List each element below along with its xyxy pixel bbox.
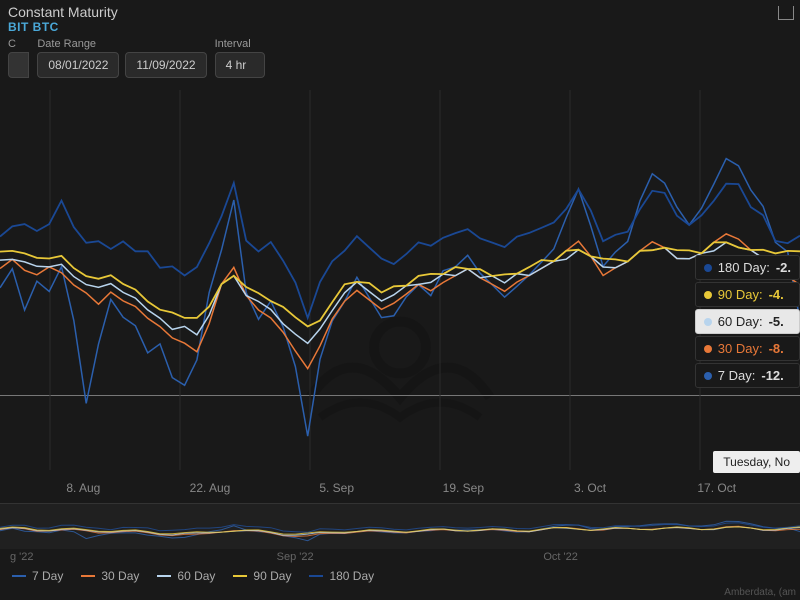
mini-x-tick: Sep '22 <box>267 551 534 563</box>
chart-header: Constant Maturity BIT BTC <box>0 0 800 38</box>
tooltip-row: 90 Day: -4. <box>695 282 800 307</box>
tooltip-value: -4. <box>769 287 784 302</box>
tooltip-row: 180 Day: -2. <box>695 255 800 280</box>
tooltip-label: 60 Day: <box>718 314 763 329</box>
mini-x-tick: g '22 <box>0 551 267 563</box>
chart-title: Constant Maturity <box>8 4 792 20</box>
mini-x-tick: Oct '22 <box>533 551 800 563</box>
x-tick: 17. Oct <box>653 481 780 495</box>
mini-x-labels: g '22Sep '22Oct '22 <box>0 551 800 563</box>
x-tick: 8. Aug <box>20 481 147 495</box>
date-to-input[interactable]: 11/09/2022 <box>125 52 206 78</box>
tooltip-label: 90 Day: <box>718 287 763 302</box>
main-chart-svg <box>0 90 800 470</box>
x-tick: 19. Sep <box>400 481 527 495</box>
tooltip-value: -2. <box>776 260 791 275</box>
mini-chart-area[interactable]: g '22Sep '22Oct '22 <box>0 503 800 563</box>
c-label: C <box>8 38 29 50</box>
legend-label: 180 Day <box>329 569 374 583</box>
legend-item[interactable]: 180 Day <box>309 569 374 583</box>
date-tooltip: Tuesday, No <box>713 451 800 473</box>
interval-control: Interval 4 hr <box>215 38 265 78</box>
mini-chart-svg <box>0 504 800 549</box>
legend-label: 7 Day <box>32 569 63 583</box>
legend-swatch-icon <box>81 575 95 577</box>
date-from-input[interactable]: 08/01/2022 <box>37 52 119 78</box>
tooltip-dot-icon <box>704 264 712 272</box>
tooltip-dot-icon <box>704 291 712 299</box>
tooltip-label: 30 Day: <box>718 341 763 356</box>
date-range-label: Date Range <box>37 38 206 50</box>
tooltip-row: 30 Day: -8. <box>695 336 800 361</box>
attribution: Amberdata, (am <box>724 587 796 598</box>
main-chart-area[interactable]: 8. Aug22. Aug5. Sep19. Sep3. Oct17. Oct … <box>0 90 800 495</box>
controls-bar: C Date Range 08/01/2022 11/09/2022 Inter… <box>0 38 800 82</box>
date-range-control: Date Range 08/01/2022 11/09/2022 <box>37 38 206 78</box>
c-control: C <box>8 38 29 78</box>
legend-label: 90 Day <box>253 569 291 583</box>
legend-item[interactable]: 60 Day <box>157 569 215 583</box>
tooltip-dot-icon <box>704 318 712 326</box>
tooltip-row: 7 Day: -12. <box>695 363 800 388</box>
legend-label: 60 Day <box>177 569 215 583</box>
tooltip-row: 60 Day: -5. <box>695 309 800 334</box>
legend: 7 Day 30 Day 60 Day 90 Day 180 Day <box>0 563 800 589</box>
tooltip-value: -5. <box>769 314 784 329</box>
chart-subtitle: BIT BTC <box>8 20 792 34</box>
legend-swatch-icon <box>309 575 323 577</box>
c-select[interactable] <box>8 52 29 78</box>
tooltip-value: -12. <box>761 368 783 383</box>
x-tick: 5. Sep <box>273 481 400 495</box>
tooltip-stack: 180 Day: -2. 90 Day: -4. 60 Day: -5. 30 … <box>695 255 800 388</box>
tooltip-dot-icon <box>704 345 712 353</box>
legend-swatch-icon <box>157 575 171 577</box>
legend-label: 30 Day <box>101 569 139 583</box>
tooltip-label: 7 Day: <box>718 368 756 383</box>
interval-select[interactable]: 4 hr <box>215 52 265 78</box>
export-icon[interactable] <box>778 6 794 20</box>
legend-swatch-icon <box>12 575 26 577</box>
tooltip-value: -8. <box>769 341 784 356</box>
tooltip-label: 180 Day: <box>718 260 770 275</box>
legend-swatch-icon <box>233 575 247 577</box>
legend-item[interactable]: 90 Day <box>233 569 291 583</box>
legend-item[interactable]: 7 Day <box>12 569 63 583</box>
legend-item[interactable]: 30 Day <box>81 569 139 583</box>
x-tick: 22. Aug <box>147 481 274 495</box>
tooltip-dot-icon <box>704 372 712 380</box>
interval-label: Interval <box>215 38 265 50</box>
x-tick: 3. Oct <box>527 481 654 495</box>
x-axis-labels: 8. Aug22. Aug5. Sep19. Sep3. Oct17. Oct <box>0 481 800 495</box>
